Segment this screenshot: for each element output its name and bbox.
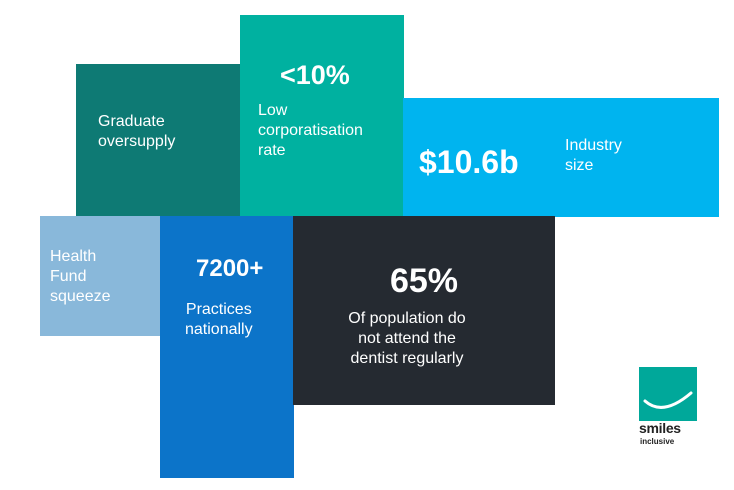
corporatisation-label-line2: corporatisation: [258, 122, 363, 139]
practices-label: Practices nationally: [185, 300, 253, 340]
industry-stat: $10.6b: [419, 144, 519, 180]
corporatisation-label-line1: Low: [258, 102, 288, 119]
practices-stat: 7200+: [196, 255, 264, 282]
health-fund-tile: Health Fund squeeze: [40, 216, 161, 336]
population-label: Of population do not attend the dentist …: [293, 309, 521, 369]
corporatisation-label-line3: rate: [258, 142, 286, 159]
population-tile: 65% Of population do not attend the dent…: [293, 216, 555, 405]
corporatisation-stat: <10%: [280, 60, 350, 90]
industry-size-tile: $10.6b Industry size: [403, 98, 719, 217]
practices-label-line1: Practices: [185, 301, 252, 318]
graduate-oversupply-tile: Graduate oversupply: [76, 64, 241, 217]
industry-label-line2: size: [565, 157, 594, 174]
health-fund-label-line1: Health: [50, 248, 97, 265]
smiles-logo-icon: [639, 367, 697, 421]
population-label-line3: dentist regularly: [350, 350, 464, 367]
health-fund-label-line3: squeeze: [50, 288, 111, 305]
practices-tile: 7200+ Practices nationally: [160, 216, 294, 478]
health-fund-label: Health Fund squeeze: [50, 247, 111, 307]
logo-name: smiles: [639, 420, 681, 436]
graduate-label-line1: Graduate: [98, 113, 165, 130]
industry-label-line1: Industry: [565, 137, 622, 154]
graduate-label: Graduate oversupply: [98, 112, 175, 152]
corporatisation-label: Low corporatisation rate: [258, 101, 363, 161]
graduate-label-line2: oversupply: [98, 133, 176, 150]
logo-subtitle: inclusive: [640, 437, 675, 446]
population-stat: 65%: [389, 262, 459, 300]
practices-label-line2: nationally: [185, 321, 253, 338]
population-label-line1: Of population do: [348, 310, 466, 327]
population-label-line2: not attend the: [358, 330, 456, 347]
industry-label: Industry size: [565, 136, 622, 176]
corporatisation-tile: <10% Low corporatisation rate: [240, 15, 404, 217]
health-fund-label-line2: Fund: [50, 268, 87, 285]
